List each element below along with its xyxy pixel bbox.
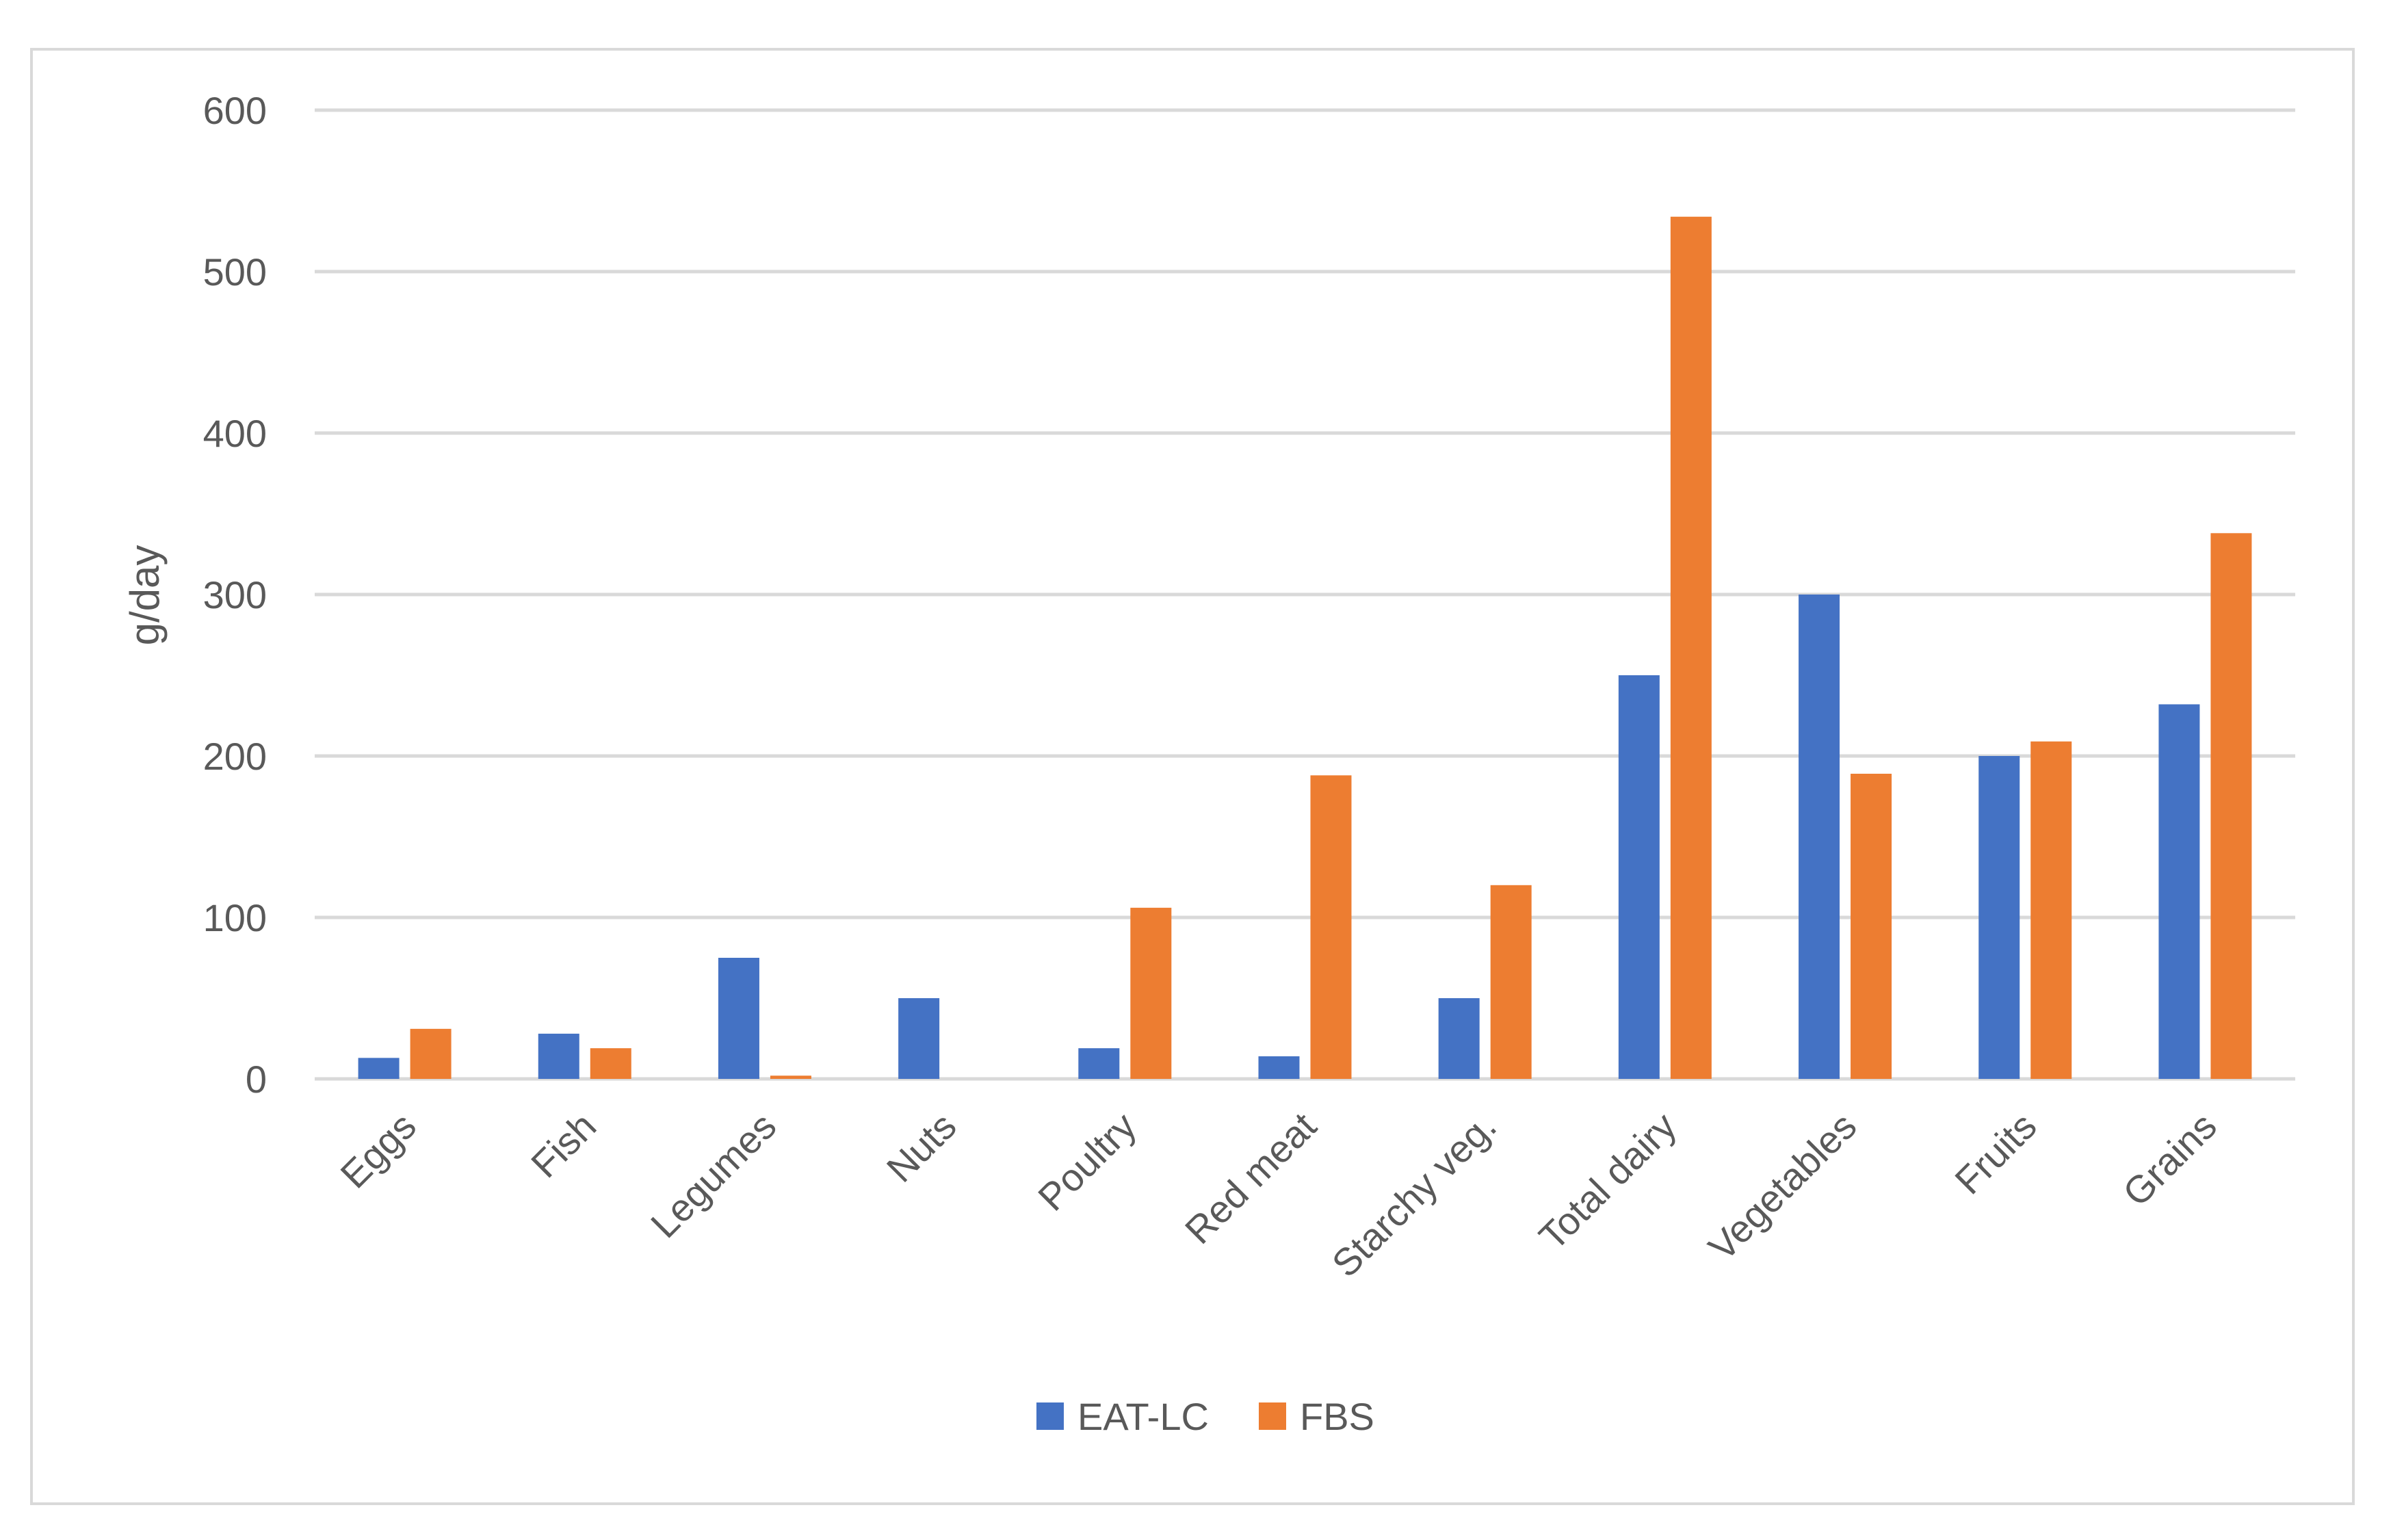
x-tick-label: Starchy veg. (1324, 1104, 1505, 1285)
bar-eat-lc-nuts (898, 998, 940, 1079)
bar-eat-lc-total-dairy (1618, 675, 1660, 1079)
legend-item-fbs[interactable]: FBS (1259, 1395, 1374, 1438)
y-tick-label: 500 (203, 250, 267, 293)
chart-frame (30, 48, 2355, 1505)
bar-eat-lc-vegetables (1799, 595, 1840, 1079)
bar-fbs-red-meat (1310, 775, 1352, 1079)
bar-eat-lc-fruits (1978, 756, 2020, 1079)
x-tick-label: Grains (2115, 1104, 2225, 1214)
bar-fbs-vegetables (1851, 773, 1892, 1079)
bar-eat-lc-red-meat (1258, 1056, 1300, 1079)
gridlines (315, 108, 2295, 1081)
x-tick-label: Vegetables (1700, 1104, 1865, 1269)
x-tick-label: Legumes (642, 1104, 784, 1246)
bar-fbs-fruits (2030, 741, 2072, 1079)
bars (358, 216, 2252, 1079)
bar-eat-lc-fish (538, 1033, 579, 1079)
x-tick-label: Poultry (1030, 1104, 1145, 1219)
legend-label: EAT-LC (1077, 1395, 1209, 1438)
x-tick-label: Total dairy (1530, 1104, 1684, 1258)
y-axis-title: g/day (122, 545, 168, 646)
bar-fbs-grains (2210, 533, 2252, 1079)
y-tick-label: 300 (203, 573, 267, 616)
x-tick-label: Eggs (332, 1104, 424, 1197)
bar-fbs-legumes (770, 1075, 811, 1079)
bar-fbs-starchy-veg- (1490, 885, 1532, 1079)
y-tick-label: 100 (203, 896, 267, 939)
y-tick-label: 200 (203, 735, 267, 778)
bar-eat-lc-poultry (1078, 1048, 1120, 1079)
legend-swatch (1036, 1402, 1064, 1430)
legend[interactable]: EAT-LC FBS (1036, 1395, 1374, 1438)
bar-fbs-poultry (1130, 907, 1172, 1079)
legend-label: FBS (1300, 1395, 1374, 1438)
x-tick-label: Red meat (1177, 1104, 1325, 1253)
y-tick-label: 600 (203, 89, 267, 132)
legend-item-eat-lc[interactable]: EAT-LC (1036, 1395, 1209, 1438)
x-axis-tick-labels: Eggs Fish Legumes Nuts Poultry Red meatStarch… (332, 1104, 2225, 1285)
bar-eat-lc-legumes (718, 958, 759, 1079)
y-tick-label: 400 (203, 412, 267, 455)
x-tick-label: Fruits (1946, 1104, 2045, 1203)
y-tick-label: 0 (246, 1058, 267, 1101)
bar-eat-lc-eggs (358, 1058, 400, 1079)
x-tick-label: Nuts (878, 1104, 965, 1190)
bar-eat-lc-starchy-veg- (1438, 998, 1480, 1079)
x-tick-label: Fish (523, 1104, 604, 1186)
y-axis-tick-labels: 0 100 200 300 400 500 600 (203, 89, 267, 1101)
legend-swatch (1259, 1402, 1286, 1430)
bar-fbs-eggs (410, 1028, 452, 1079)
bar-fbs-fish (590, 1048, 631, 1079)
bar-eat-lc-grains (2158, 704, 2200, 1079)
bar-fbs-total-dairy (1670, 216, 1712, 1079)
